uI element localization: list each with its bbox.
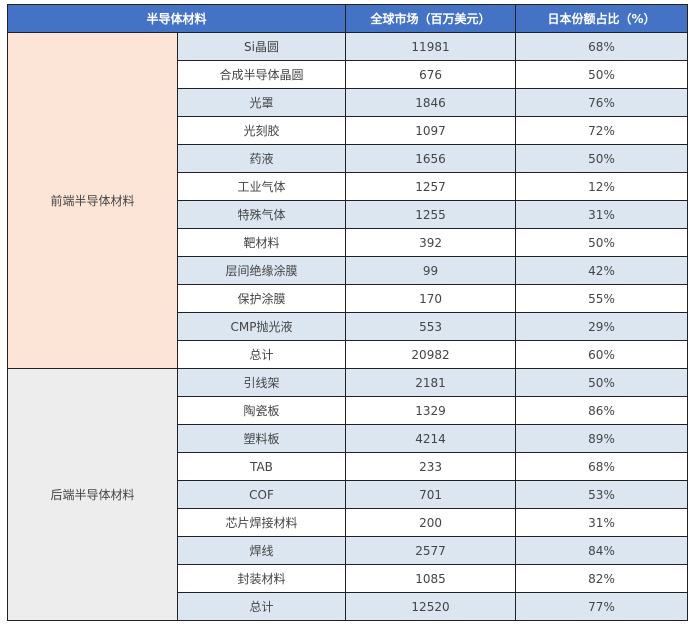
table-row: 总计 12520 77% — [8, 592, 689, 621]
japan-share: 50% — [515, 144, 689, 173]
japan-share: 68% — [515, 32, 689, 61]
item-name: 药液 — [176, 144, 347, 173]
market-value: 392 — [345, 228, 517, 257]
item-name: 层间绝缘涂膜 — [176, 256, 347, 285]
market-value: 2181 — [345, 368, 517, 397]
market-value: 20982 — [345, 340, 517, 369]
market-value: 1329 — [345, 396, 517, 425]
table-row: 光刻胶 1097 72% — [8, 116, 689, 145]
table-row: 合成半导体晶圆 676 50% — [8, 60, 689, 89]
japan-share: 29% — [515, 312, 689, 341]
japan-share: 86% — [515, 396, 689, 425]
item-name: Si晶圆 — [176, 32, 347, 61]
item-name: TAB — [176, 452, 347, 481]
item-name: 特殊气体 — [176, 200, 347, 229]
table-row: 光罩 1846 76% — [8, 88, 689, 117]
market-value: 1085 — [345, 564, 517, 593]
item-name: 工业气体 — [176, 172, 347, 201]
table-row: 前端半导体材料 Si晶圆 11981 68% — [7, 32, 689, 369]
market-value: 1846 — [345, 88, 517, 117]
japan-share: 31% — [515, 508, 689, 537]
market-value: 1097 — [345, 116, 517, 145]
japan-share: 60% — [515, 340, 689, 369]
table-row: 靶材料 392 50% — [8, 228, 689, 257]
japan-share: 42% — [515, 256, 689, 285]
market-value: 701 — [345, 480, 517, 509]
table-row: 药液 1656 50% — [8, 144, 689, 173]
japan-share: 68% — [515, 452, 689, 481]
japan-share: 55% — [515, 284, 689, 313]
market-value: 11981 — [345, 32, 517, 61]
japan-share: 50% — [515, 60, 689, 89]
header-row: 半导体材料 全球市场（百万美元） 日本份额占比（%） — [6, 4, 689, 33]
japan-share: 82% — [515, 564, 689, 593]
japan-share: 77% — [515, 592, 689, 621]
table-row: 封装材料 1085 82% — [8, 564, 689, 593]
table-row: 总计 20982 60% — [8, 340, 689, 369]
item-name: 芯片焊接材料 — [176, 508, 347, 537]
japan-share: 53% — [515, 480, 689, 509]
japan-share: 84% — [515, 536, 689, 565]
table-row: 陶瓷板 1329 86% — [8, 396, 689, 425]
item-name: 保护涂膜 — [176, 284, 347, 313]
item-name: 总计 — [176, 340, 347, 369]
table-row: 焊线 2577 84% — [8, 536, 689, 565]
japan-share: 50% — [515, 368, 689, 397]
item-name: 陶瓷板 — [176, 396, 347, 425]
japan-share: 89% — [515, 424, 689, 453]
market-value: 233 — [345, 452, 517, 481]
japan-share: 31% — [515, 200, 689, 229]
market-value: 4214 — [345, 424, 517, 453]
group-label: 前端半导体材料 — [7, 32, 178, 369]
market-value: 1255 — [345, 200, 517, 229]
japan-share: 72% — [515, 116, 689, 145]
market-value: 12520 — [345, 592, 517, 621]
table-row: TAB 233 68% — [8, 452, 689, 481]
item-name: 焊线 — [176, 536, 347, 565]
header-material: 半导体材料 — [6, 4, 347, 33]
japan-share: 12% — [515, 172, 689, 201]
item-name: 靶材料 — [176, 228, 347, 257]
header-market: 全球市场（百万美元） — [345, 4, 517, 33]
item-name: 封装材料 — [176, 564, 347, 593]
market-value: 200 — [345, 508, 517, 537]
market-value: 553 — [345, 312, 517, 341]
item-name: 总计 — [176, 592, 347, 621]
item-name: CMP抛光液 — [176, 312, 347, 341]
table-row: 保护涂膜 170 55% — [8, 284, 689, 313]
item-name: 引线架 — [176, 368, 347, 397]
group-label: 后端半导体材料 — [7, 368, 178, 621]
market-value: 2577 — [345, 536, 517, 565]
table-row: 芯片焊接材料 200 31% — [8, 508, 689, 537]
item-name: 光刻胶 — [176, 116, 347, 145]
market-value: 1257 — [345, 172, 517, 201]
japan-share: 50% — [515, 228, 689, 257]
item-name: 合成半导体晶圆 — [176, 60, 347, 89]
market-value: 1656 — [345, 144, 517, 173]
semiconductor-materials-table: 半导体材料 全球市场（百万美元） 日本份额占比（%） 前端半导体材料 Si晶圆 11… — [6, 4, 689, 621]
item-name: COF — [176, 480, 347, 509]
japan-share: 76% — [515, 88, 689, 117]
table-row: 层间绝缘涂膜 99 42% — [8, 256, 689, 285]
market-value: 170 — [345, 284, 517, 313]
market-value: 676 — [345, 60, 517, 89]
table-row: 后端半导体材料 引线架 2181 50% — [7, 368, 689, 621]
item-name: 塑料板 — [176, 424, 347, 453]
table-row: 工业气体 1257 12% — [8, 172, 689, 201]
market-value: 99 — [345, 256, 517, 285]
item-name: 光罩 — [176, 88, 347, 117]
header-share: 日本份额占比（%） — [515, 4, 689, 33]
